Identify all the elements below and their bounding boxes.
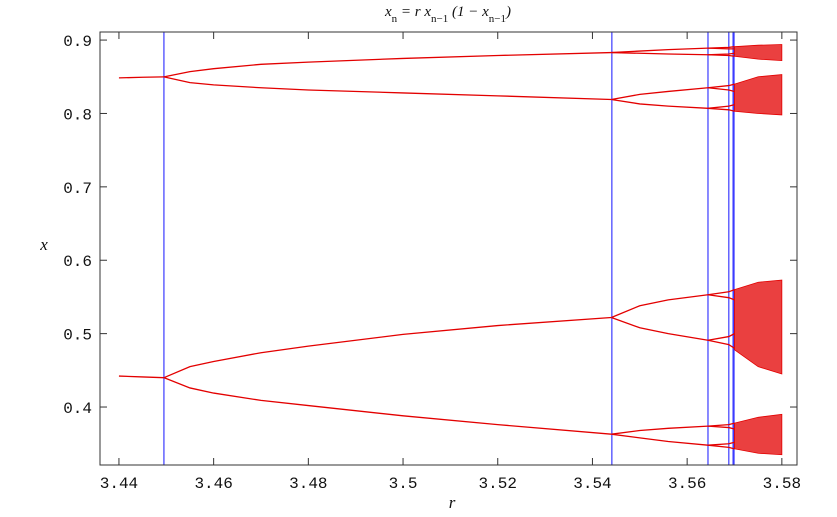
plot-area — [118, 32, 783, 465]
chaos-band — [734, 413, 783, 456]
title-part: = r x — [397, 4, 431, 20]
branch-line — [163, 76, 612, 101]
y-axis-label: x — [39, 235, 48, 254]
branch-line — [707, 47, 735, 50]
x-tick-label: 3.5 — [389, 475, 418, 493]
branch-line — [707, 425, 735, 430]
y-tick-label: 0.9 — [63, 33, 92, 51]
branch-line — [611, 87, 709, 101]
y-tick-label: 0.4 — [63, 400, 92, 418]
y-tick-label: 0.8 — [63, 106, 92, 124]
branch-line — [707, 107, 735, 112]
branch-line — [707, 422, 735, 427]
branch-line — [163, 316, 612, 379]
branch-line — [611, 316, 709, 341]
branch-line — [611, 425, 709, 435]
branch-line — [707, 54, 735, 57]
chaos-band — [734, 74, 783, 116]
branch-line — [611, 433, 709, 446]
x-tick-label: 3.52 — [479, 475, 517, 493]
branch-line — [707, 444, 735, 450]
branch-line — [707, 87, 735, 93]
branch-line — [611, 294, 709, 319]
title-subscript: n−1 — [431, 13, 448, 25]
branch-line — [707, 339, 735, 349]
branch-line — [707, 104, 735, 109]
title-subscript: n−1 — [489, 13, 506, 25]
plot-frame — [99, 31, 798, 466]
branch-line — [611, 98, 709, 109]
x-tick-label: 3.44 — [100, 475, 138, 493]
x-tick-label: 3.48 — [289, 475, 327, 493]
x-tick-label: 3.54 — [573, 475, 611, 493]
branch-line — [118, 76, 164, 79]
y-tick-label: 0.7 — [63, 180, 92, 198]
chart-title: xn = r xn−1 (1 − xn−1) — [384, 4, 511, 25]
branch-line — [118, 375, 164, 379]
title-part: (1 − x — [448, 4, 489, 20]
chaos-band — [734, 44, 783, 62]
branch-line — [707, 294, 735, 301]
y-tick-label: 0.5 — [63, 327, 92, 345]
x-axis-label: r — [449, 493, 456, 512]
branch-line — [611, 47, 709, 54]
branch-line — [707, 288, 735, 296]
title-part: ) — [505, 4, 511, 20]
branch-line — [707, 441, 735, 446]
x-tick-label: 3.56 — [668, 475, 706, 493]
y-tick-label: 0.6 — [63, 253, 92, 271]
chaos-band — [734, 279, 783, 375]
x-tick-label: 3.58 — [763, 475, 801, 493]
branch-line — [163, 377, 612, 435]
branch-line — [163, 51, 612, 78]
title-part: x — [384, 4, 392, 20]
branch-line — [611, 51, 708, 56]
branch-line — [707, 83, 735, 89]
title-subscript: n — [392, 13, 398, 25]
branch-line — [707, 333, 735, 341]
x-tick-label: 3.46 — [194, 475, 232, 493]
